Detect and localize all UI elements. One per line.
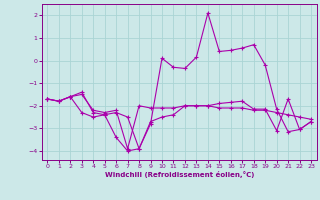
X-axis label: Windchill (Refroidissement éolien,°C): Windchill (Refroidissement éolien,°C) xyxy=(105,171,254,178)
